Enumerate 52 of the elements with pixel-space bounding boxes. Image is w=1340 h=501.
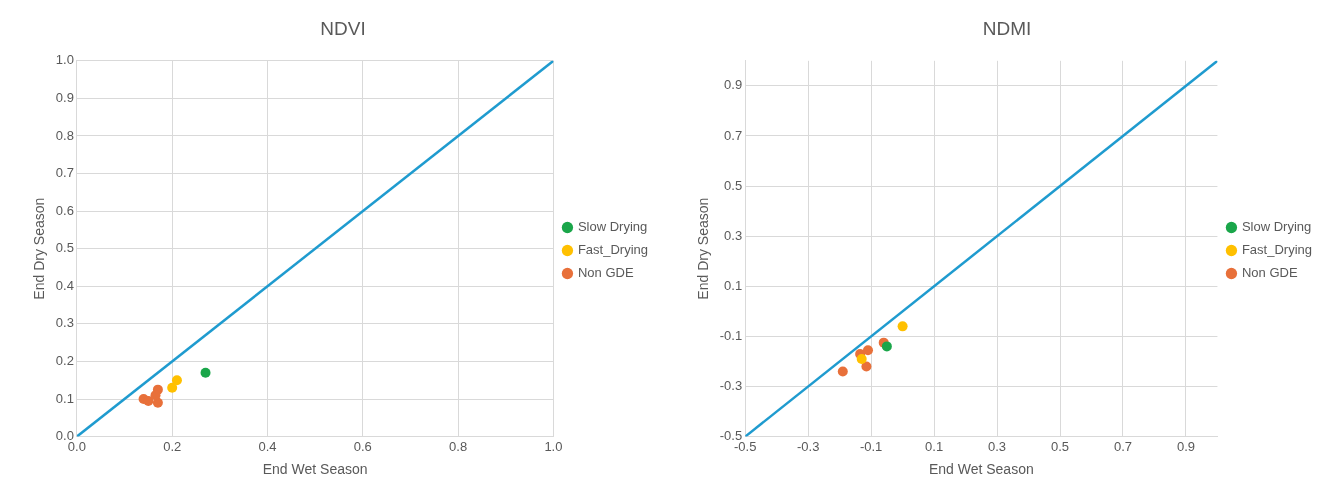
y-tick-label: 0.9: [55, 89, 74, 105]
x-tick-label: 0.6: [353, 438, 372, 454]
point: [881, 341, 892, 352]
y-tick-label: 0.8: [55, 127, 74, 143]
point: [856, 353, 867, 364]
chart-title: NDVI: [320, 17, 366, 39]
y-tick-label: 0.7: [724, 127, 743, 143]
y-tick-label: -0.1: [719, 327, 743, 343]
x-tick-label: 0.9: [1176, 438, 1195, 454]
x-tick-label: 0.7: [1113, 438, 1133, 454]
x-tick-label: 0.2: [163, 438, 182, 454]
y-axis-title: End Dry Season: [31, 197, 48, 300]
point: [837, 366, 848, 377]
x-tick-label: 0.4: [258, 438, 277, 454]
x-tick-label: -0.1: [859, 438, 883, 454]
point: [143, 395, 154, 406]
y-tick-label: 0.5: [724, 177, 743, 193]
point: [862, 345, 873, 356]
y-tick-label: -0.3: [719, 378, 743, 394]
y-axis-title: End Dry Season: [695, 197, 712, 300]
point: [152, 397, 163, 408]
x-tick-label: 0.1: [925, 438, 944, 454]
point: [150, 390, 161, 401]
x-tick-label: 0.8: [449, 438, 468, 454]
y-tick-label: 0.7: [55, 165, 74, 181]
y-tick-label: 1.0: [55, 52, 74, 68]
x-axis-title: End Wet Season: [262, 461, 368, 478]
point: [200, 367, 211, 378]
y-tick-label: 0.3: [724, 227, 743, 243]
point: [171, 375, 182, 386]
legend-label: Non GDE: [1241, 265, 1298, 281]
legend-label: Slow Drying: [1241, 219, 1312, 235]
y-tick-label: 0.3: [55, 315, 74, 331]
chart-title: NDMI: [982, 17, 1032, 39]
x-tick-label: -0.3: [796, 438, 820, 454]
y-tick-label: 0.9: [724, 77, 743, 93]
legend-label: Fast_Drying: [1241, 242, 1312, 258]
y-tick-label: 0.5: [55, 240, 74, 256]
y-tick-label: 0.1: [55, 390, 74, 406]
legend-label: Non GDE: [577, 265, 634, 281]
y-tick-label: 0.4: [55, 277, 74, 293]
x-tick-label: 0.5: [1050, 438, 1070, 454]
x-axis-title: End Wet Season: [928, 461, 1034, 478]
legend-label: Slow Drying: [577, 219, 648, 235]
y-tick-label: 0.6: [55, 202, 74, 218]
y-tick-label: 0.2: [55, 353, 74, 369]
y-tick-label: 0.1: [724, 277, 743, 293]
legend-label: Fast_Drying: [577, 242, 648, 258]
point: [167, 382, 178, 393]
x-tick-label: 0.3: [988, 438, 1007, 454]
point: [897, 321, 908, 332]
x-tick-label: 1.0: [544, 438, 563, 454]
